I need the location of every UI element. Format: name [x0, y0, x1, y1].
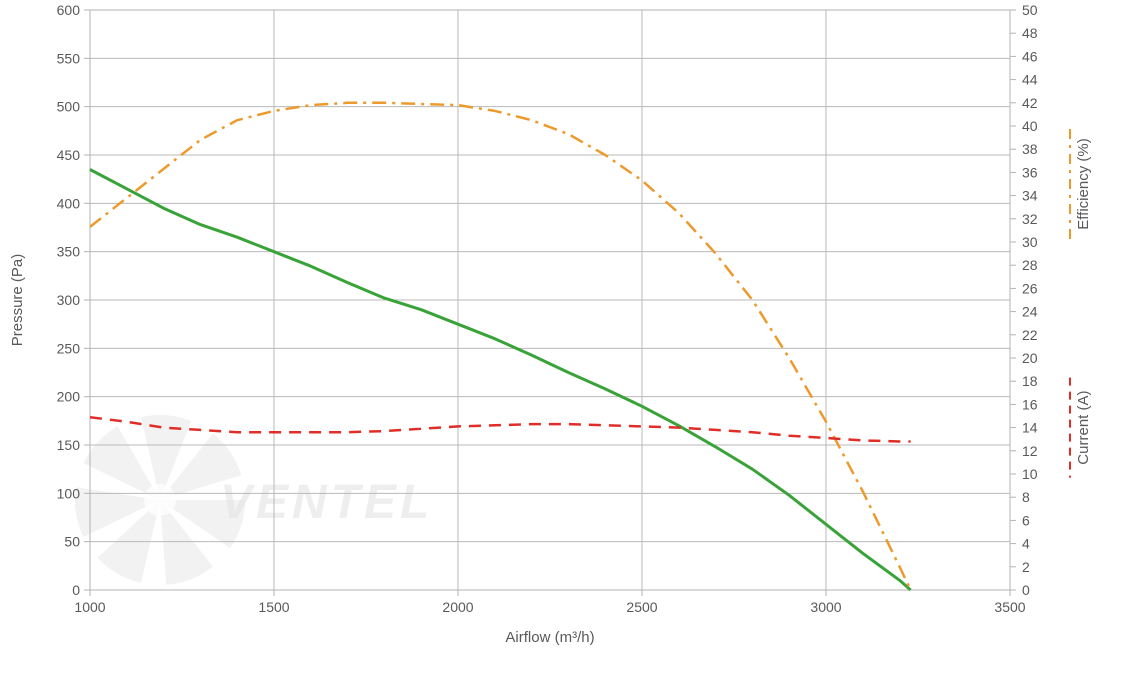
- legend-current-label: Current (A): [1075, 391, 1092, 465]
- y-left-tick-label: 300: [57, 292, 81, 308]
- chart-container: VENTEL1000150020002500300035000501001502…: [0, 0, 1147, 678]
- x-tick-label: 3000: [810, 599, 841, 615]
- y-right-tick-label: 40: [1022, 118, 1038, 134]
- y-left-tick-label: 200: [57, 389, 81, 405]
- y-right-tick-label: 12: [1022, 443, 1038, 459]
- y-right-tick-label: 8: [1022, 489, 1030, 505]
- y-right-tick-label: 22: [1022, 327, 1038, 343]
- y-right-tick-label: 14: [1022, 420, 1038, 436]
- x-tick-label: 2500: [626, 599, 657, 615]
- y-right-tick-label: 0: [1022, 582, 1030, 598]
- y-right-tick-label: 24: [1022, 304, 1038, 320]
- y-left-tick-label: 500: [57, 99, 81, 115]
- y-left-tick-label: 550: [57, 50, 81, 66]
- y-right-tick-label: 6: [1022, 512, 1030, 528]
- x-tick-label: 2000: [442, 599, 473, 615]
- y-right-tick-label: 36: [1022, 164, 1038, 180]
- y-right-tick-label: 42: [1022, 95, 1038, 111]
- y-right-tick-label: 34: [1022, 188, 1038, 204]
- y-right-tick-label: 10: [1022, 466, 1038, 482]
- y-right-tick-label: 26: [1022, 280, 1038, 296]
- x-axis-label: Airflow (m³/h): [505, 629, 594, 646]
- y-right-tick-label: 4: [1022, 536, 1030, 552]
- legend-efficiency-label: Efficiency (%): [1075, 138, 1092, 229]
- y-right-tick-label: 44: [1022, 72, 1038, 88]
- y-left-tick-label: 400: [57, 195, 81, 211]
- y-left-tick-label: 250: [57, 340, 81, 356]
- y-right-tick-label: 50: [1022, 2, 1038, 18]
- watermark-text: VENTEL: [220, 476, 433, 529]
- y-right-tick-label: 48: [1022, 25, 1038, 41]
- y-right-tick-label: 38: [1022, 141, 1038, 157]
- x-tick-label: 1000: [74, 599, 105, 615]
- y-right-tick-label: 30: [1022, 234, 1038, 250]
- y-right-tick-label: 28: [1022, 257, 1038, 273]
- y-left-tick-label: 600: [57, 2, 81, 18]
- y-left-tick-label: 50: [64, 534, 80, 550]
- x-tick-label: 1500: [258, 599, 289, 615]
- x-tick-label: 3500: [994, 599, 1025, 615]
- y-left-axis-label: Pressure (Pa): [9, 254, 26, 347]
- y-right-tick-label: 46: [1022, 48, 1038, 64]
- chart-svg: VENTEL1000150020002500300035000501001502…: [0, 0, 1147, 678]
- y-left-tick-label: 150: [57, 437, 81, 453]
- y-right-tick-label: 32: [1022, 211, 1038, 227]
- y-left-tick-label: 0: [72, 582, 80, 598]
- watermark-fan-hub: [144, 484, 176, 516]
- y-right-tick-label: 20: [1022, 350, 1038, 366]
- y-left-tick-label: 450: [57, 147, 81, 163]
- y-left-tick-label: 100: [57, 485, 81, 501]
- y-left-tick-label: 350: [57, 244, 81, 260]
- y-right-tick-label: 2: [1022, 559, 1030, 575]
- y-right-tick-label: 18: [1022, 373, 1038, 389]
- y-right-tick-label: 16: [1022, 396, 1038, 412]
